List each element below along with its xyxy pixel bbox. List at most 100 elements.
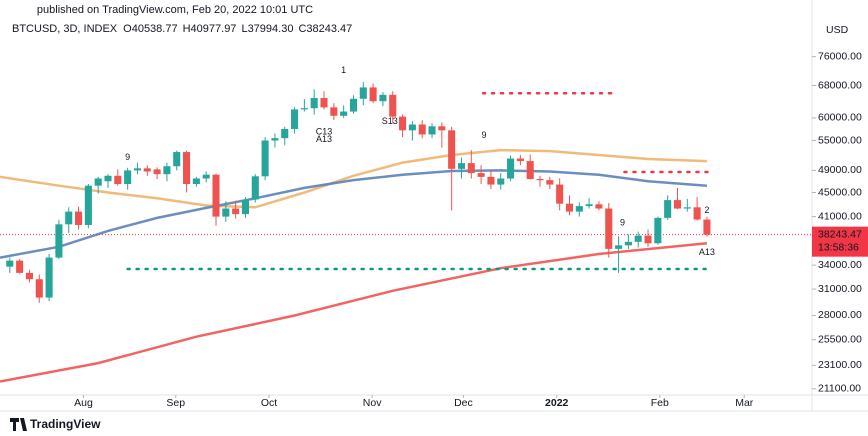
- candle-body: [192, 178, 200, 185]
- candle-body: [143, 168, 151, 172]
- candle-body: [25, 272, 33, 280]
- candle-body: [300, 108, 308, 110]
- candle-body: [664, 200, 672, 218]
- candle-body: [418, 124, 426, 135]
- x-tick-label: Dec: [454, 397, 473, 409]
- candle-body: [516, 158, 524, 162]
- candle-body: [477, 173, 485, 177]
- published-note: published on TradingView.com, Feb 20, 20…: [37, 4, 313, 16]
- moving-average: [0, 148, 707, 209]
- candle-body: [291, 109, 299, 129]
- td-annotation: 2: [704, 205, 709, 215]
- candle-body: [153, 169, 161, 175]
- countdown-label: 13:58:36: [818, 241, 859, 253]
- symbol: BTCUSD, 3D, INDEX: [12, 23, 118, 35]
- ohlc-label: L: [241, 23, 247, 35]
- candle-body: [310, 97, 318, 109]
- x-tick-label: Mar: [735, 397, 754, 409]
- candle-body: [16, 260, 24, 273]
- candle-body: [644, 235, 652, 244]
- candle-body: [565, 203, 574, 212]
- y-tick-label: 76000.00: [818, 50, 862, 62]
- candle-body: [320, 97, 328, 108]
- candle-body: [615, 245, 623, 249]
- ohlc-value: 37994.30: [248, 23, 294, 35]
- candle-body: [546, 180, 554, 185]
- td-annotation: 1: [341, 65, 346, 75]
- td-annotation: A13: [316, 134, 332, 144]
- candle-body: [281, 128, 289, 139]
- y-tick-label: 23100.00: [818, 359, 862, 371]
- candle-body: [75, 211, 83, 225]
- candle-body: [104, 175, 112, 182]
- moving-average: [0, 241, 708, 383]
- candle-body: [251, 176, 259, 200]
- td-annotation: 9: [125, 152, 130, 162]
- candle-body: [222, 208, 230, 217]
- candle-body: [654, 217, 662, 244]
- x-tick-label: Oct: [261, 397, 277, 409]
- candle-body: [45, 257, 53, 298]
- candle-body: [428, 126, 436, 135]
- last-price-label: 38243.47: [818, 228, 862, 240]
- x-tick-label: Nov: [363, 397, 382, 409]
- candle-body: [173, 152, 181, 167]
- candle-body: [693, 207, 701, 220]
- td-annotation: 9: [482, 130, 487, 140]
- ohlc-value: 40977.97: [191, 23, 237, 35]
- x-tick-label: Aug: [74, 397, 93, 409]
- candle-body: [94, 178, 102, 186]
- y-tick-label: 34000.00: [818, 259, 862, 271]
- candle-body: [369, 87, 377, 102]
- candle-body: [202, 174, 210, 179]
- candle-body: [261, 140, 269, 177]
- candle-body: [673, 200, 682, 209]
- currency: USD: [826, 24, 849, 36]
- candle-body: [271, 138, 279, 141]
- candle-body: [634, 235, 642, 242]
- candle-body: [379, 94, 387, 102]
- candle-body: [35, 279, 43, 298]
- td-annotation: 9: [620, 217, 625, 227]
- candle-body: [65, 211, 73, 225]
- last-price-box: [812, 226, 868, 257]
- ohlc-label: H: [183, 23, 191, 35]
- candle-body: [536, 179, 544, 181]
- y-tick-label: 55000.00: [818, 134, 862, 146]
- candle-body: [330, 107, 338, 116]
- candle-body: [556, 184, 564, 204]
- candle-body: [340, 111, 348, 116]
- td-annotation: A13: [699, 247, 715, 257]
- candle-body: [163, 166, 171, 175]
- candle-body: [84, 185, 92, 225]
- td-annotation: S13: [382, 116, 398, 126]
- candle-body: [6, 260, 14, 267]
- y-tick-label: 31000.00: [818, 283, 862, 295]
- candle-body: [183, 152, 191, 185]
- candle-body: [349, 98, 358, 112]
- y-tick-label: 41000.00: [818, 210, 862, 222]
- x-tick-label: Feb: [651, 397, 669, 409]
- candle-body: [497, 178, 505, 185]
- candle-body: [487, 176, 495, 185]
- candle-body: [448, 130, 456, 169]
- candle-body: [438, 126, 446, 131]
- y-tick-label: 21100.00: [818, 383, 861, 395]
- candle-body: [467, 163, 475, 174]
- candle-body: [389, 94, 397, 117]
- candle-body: [359, 87, 367, 99]
- candle-body: [624, 241, 632, 246]
- candle-body: [212, 174, 220, 217]
- y-tick-label: 60000.00: [818, 112, 862, 124]
- td-annotation: C13: [316, 127, 333, 137]
- x-tick-label: 2022: [545, 397, 569, 409]
- ohlc-value: 38243.47: [306, 23, 352, 35]
- moving-average: [0, 169, 707, 259]
- candle-body: [575, 206, 583, 212]
- candle-body: [605, 208, 613, 249]
- candle-body: [595, 204, 603, 209]
- candle-body: [241, 199, 250, 215]
- candle-body: [124, 170, 132, 185]
- candle-body: [703, 219, 711, 235]
